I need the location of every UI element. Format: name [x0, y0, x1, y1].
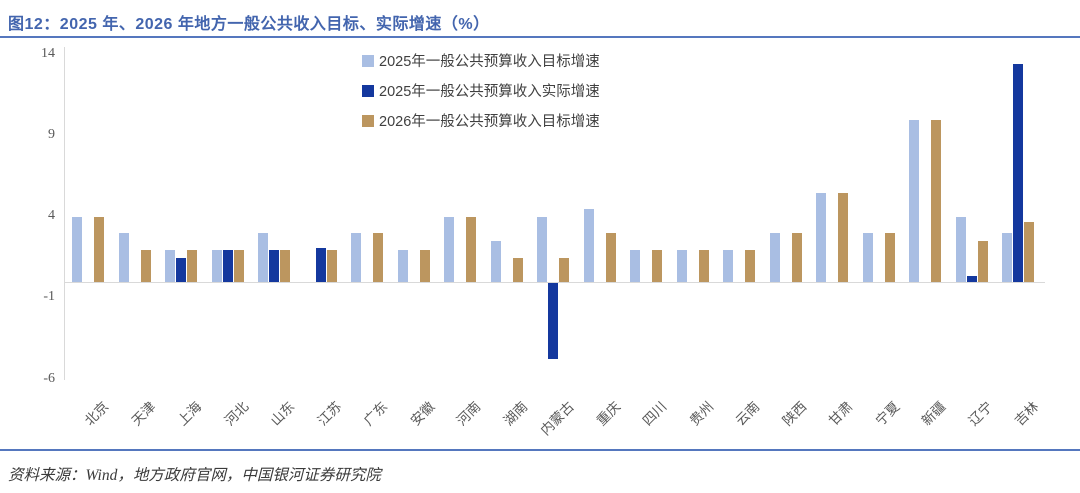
x-axis-label-云南: 云南 [732, 398, 763, 429]
bar-陕西-s0 [769, 233, 780, 282]
x-axis-label-河南: 河南 [453, 398, 484, 429]
bar-辽宁-s0 [955, 217, 966, 282]
bar-上海-s1 [176, 257, 186, 282]
y-axis-tick-label: -6 [43, 370, 55, 386]
chart-title: 图12：2025 年、2026 年地方一般公共收入目标、实际增速（%） [8, 16, 490, 33]
bar-安徽-s0 [397, 249, 408, 282]
title-divider-line [0, 36, 1080, 38]
legend-label-2026-target: 2026年一般公共预算收入目标增速 [379, 114, 600, 130]
bar-河南-s2 [466, 217, 476, 282]
x-axis-label-重庆: 重庆 [593, 398, 623, 429]
x-axis-label-四川: 四川 [639, 398, 670, 429]
x-axis-label-江苏: 江苏 [314, 398, 344, 429]
bar-江苏-s1 [315, 247, 326, 282]
x-axis-label-陕西: 陕西 [779, 398, 809, 429]
bar-天津-s0 [118, 233, 129, 282]
bar-内蒙古-s2 [559, 257, 569, 282]
bar-云南-s0 [723, 249, 733, 282]
x-axis-label-河北: 河北 [221, 398, 251, 429]
bar-上海-s2 [187, 249, 197, 282]
x-axis-label-上海: 上海 [174, 398, 205, 429]
legend-swatch-2026-target-icon [362, 114, 374, 127]
bar-北京-s0 [72, 217, 82, 282]
x-axis-label-吉林: 吉林 [1011, 398, 1042, 429]
bar-内蒙古-s0 [537, 217, 547, 282]
bar-重庆-s0 [583, 208, 594, 282]
legend-item-2025-actual: 2025年一般公共预算收入实际增速 [362, 80, 600, 101]
bar-山东-s1 [269, 249, 279, 282]
bar-安徽-s2 [419, 249, 430, 282]
bar-重庆-s2 [605, 233, 616, 282]
data-source-note: 资料来源：Wind，地方政府官网，中国银河证券研究院 [8, 467, 381, 484]
bar-贵州-s2 [698, 249, 709, 282]
y-axis-tick-label: 14 [41, 45, 55, 61]
bar-内蒙古-s1 [548, 283, 558, 360]
bar-新疆-s2 [931, 119, 941, 282]
bar-广东-s0 [351, 233, 361, 282]
bar-宁夏-s0 [862, 233, 873, 282]
legend-swatch-2025-actual-icon [362, 84, 374, 97]
x-axis-label-北京: 北京 [81, 398, 112, 429]
x-axis-label-新疆: 新疆 [918, 398, 949, 429]
legend-item-2025-target: 2025年一般公共预算收入目标增速 [362, 50, 600, 71]
bar-四川-s2 [652, 249, 662, 282]
bar-广东-s2 [373, 233, 383, 282]
bar-吉林-s0 [1002, 233, 1012, 282]
bar-湖南-s2 [512, 257, 523, 282]
y-axis-line [64, 47, 65, 380]
bar-四川-s0 [630, 249, 640, 282]
bar-甘肃-s0 [816, 192, 826, 282]
bar-山东-s2 [280, 249, 290, 282]
legend-swatch-2025-target-icon [362, 54, 374, 67]
y-axis-tick-label: 9 [48, 126, 55, 142]
bar-吉林-s1 [1013, 64, 1023, 282]
bar-宁夏-s2 [884, 233, 895, 282]
x-axis-label-安徽: 安徽 [407, 398, 437, 429]
bar-贵州-s0 [676, 249, 687, 282]
bar-江苏-s2 [326, 249, 337, 282]
legend-item-2026-target: 2026年一般公共预算收入目标增速 [362, 110, 600, 131]
footer-divider-line [0, 449, 1080, 451]
bar-云南-s2 [745, 249, 755, 282]
x-axis-label-内蒙古: 内蒙古 [537, 398, 577, 439]
bar-天津-s2 [140, 249, 151, 282]
legend-label-2025-actual: 2025年一般公共预算收入实际增速 [379, 84, 600, 100]
bar-陕西-s2 [791, 233, 802, 282]
bar-北京-s2 [94, 217, 104, 282]
y-axis-tick-label: -1 [43, 289, 55, 305]
bar-辽宁-s1 [966, 275, 977, 282]
bar-新疆-s0 [909, 119, 919, 282]
x-axis-label-贵州: 贵州 [686, 398, 716, 429]
chart-legend: 2025年一般公共预算收入目标增速 2025年一般公共预算收入实际增速 2026… [362, 50, 600, 131]
x-axis-label-甘肃: 甘肃 [825, 398, 856, 429]
bar-吉林-s2 [1024, 221, 1034, 282]
x-axis-label-湖南: 湖南 [500, 398, 530, 429]
bar-河南-s0 [444, 217, 454, 282]
legend-label-2025-target: 2025年一般公共预算收入目标增速 [379, 54, 600, 70]
bar-辽宁-s2 [977, 241, 988, 282]
zero-baseline [64, 282, 1045, 283]
bar-河北-s1 [222, 249, 233, 282]
bar-上海-s0 [165, 249, 175, 282]
bar-河北-s2 [233, 249, 244, 282]
bar-河北-s0 [211, 249, 222, 282]
x-axis-label-宁夏: 宁夏 [872, 398, 902, 429]
x-axis-label-辽宁: 辽宁 [965, 398, 995, 429]
bar-山东-s0 [258, 233, 268, 282]
bar-湖南-s0 [490, 241, 501, 282]
y-axis-tick-label: 4 [48, 208, 55, 223]
bar-甘肃-s2 [838, 192, 848, 282]
x-axis-label-天津: 天津 [128, 398, 158, 429]
x-axis-label-广东: 广东 [360, 398, 391, 429]
x-axis-label-山东: 山东 [267, 398, 298, 429]
